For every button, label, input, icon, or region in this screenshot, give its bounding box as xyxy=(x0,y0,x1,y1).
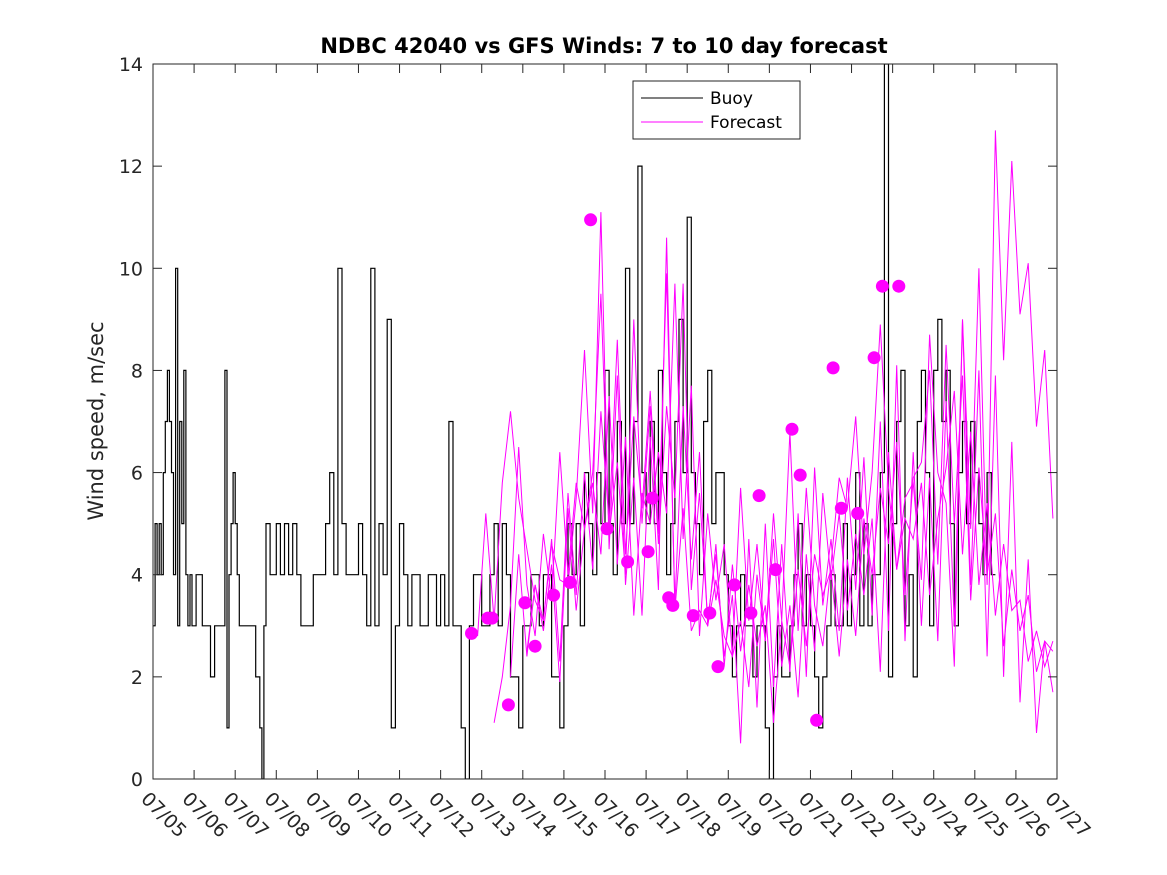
forecast-marker xyxy=(769,563,782,577)
forecast-marker xyxy=(793,468,807,482)
forecast-marker xyxy=(834,501,848,515)
forecast-marker xyxy=(785,422,799,436)
y-tick-label: 10 xyxy=(119,258,143,280)
legend-forecast-label: Forecast xyxy=(710,113,782,133)
plot-layer xyxy=(153,64,1054,779)
y-tick-label: 2 xyxy=(131,667,143,689)
forecast-marker xyxy=(711,660,725,674)
forecast-marker xyxy=(501,698,515,712)
y-tick-label: 4 xyxy=(131,565,143,587)
forecast-marker xyxy=(703,606,717,620)
forecast-run-line-4 xyxy=(526,273,1054,723)
forecast-marker xyxy=(826,361,840,375)
forecast-marker xyxy=(518,596,532,610)
forecast-marker xyxy=(563,575,577,589)
chart-title: NDBC 42040 vs GFS Winds: 7 to 10 day for… xyxy=(320,34,887,58)
forecast-marker xyxy=(600,522,614,536)
forecast-marker xyxy=(645,491,659,505)
buoy-series-line xyxy=(153,64,996,779)
forecast-marker xyxy=(547,588,561,602)
y-axis-label: Wind speed, m/sec xyxy=(84,321,108,520)
forecast-marker xyxy=(621,555,635,569)
forecast-marker xyxy=(851,506,865,520)
y-tick-label: 8 xyxy=(131,360,143,382)
forecast-marker xyxy=(744,606,758,620)
forecast-marker xyxy=(727,578,741,592)
forecast-marker xyxy=(528,639,542,653)
y-tick-label: 0 xyxy=(131,769,143,791)
forecast-run-line-3 xyxy=(510,283,1054,698)
y-tick-label: 12 xyxy=(119,156,143,178)
y-tick-label: 6 xyxy=(131,463,143,485)
forecast-marker xyxy=(485,611,499,625)
forecast-marker xyxy=(686,609,700,623)
forecast-marker xyxy=(810,713,824,727)
forecast-marker xyxy=(584,213,598,227)
forecast-marker xyxy=(641,545,655,559)
legend-buoy-label: Buoy xyxy=(710,89,753,109)
legend-box xyxy=(632,80,801,140)
legend: Buoy Forecast xyxy=(632,80,801,140)
forecast-marker xyxy=(752,489,766,503)
forecast-marker xyxy=(666,598,680,612)
forecast-marker xyxy=(867,351,881,365)
forecast-marker xyxy=(892,279,906,293)
y-tick-label: 14 xyxy=(119,54,143,76)
forecast-marker xyxy=(875,279,889,293)
forecast-marker xyxy=(465,626,478,640)
